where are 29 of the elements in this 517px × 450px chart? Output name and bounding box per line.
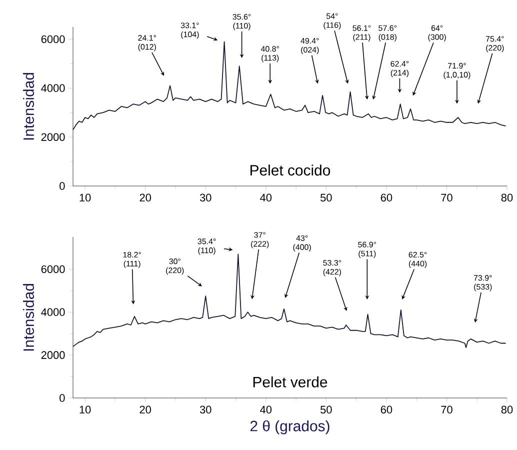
y-tick-label: 4000: [41, 84, 65, 92]
x-tick-label: 60: [380, 406, 392, 414]
y-tick-label: 2000: [41, 351, 65, 359]
x-tick-label: 80: [501, 406, 513, 414]
y-tick-label: 2000: [41, 133, 65, 141]
y-axis-title: Intensidad: [23, 284, 34, 351]
x-tick-label: 70: [441, 194, 452, 202]
text: Pelet cocido: [250, 164, 330, 176]
y-tick-label: 4000: [41, 308, 65, 316]
y-tick-label: 0: [60, 394, 65, 402]
text: Pelet verde: [253, 376, 328, 388]
x-tick-label: 70: [441, 406, 452, 414]
x-tick-label: 10: [80, 194, 91, 202]
x-tick-label: 10: [80, 406, 91, 414]
x-tick-label: 40: [260, 406, 272, 414]
x-tick-label: 80: [501, 194, 513, 202]
x-tick-label: 60: [380, 194, 392, 202]
x-tick-label: 30: [200, 406, 212, 414]
y-tick-label: 6000: [41, 265, 65, 274]
x-tick-label: 50: [320, 406, 332, 414]
y-axis-title: Intensidad: [23, 72, 34, 140]
x-tick-label: 30: [200, 194, 212, 202]
x-tick-label: 20: [140, 406, 151, 414]
x-axis-title: 2 θ (grados): [250, 420, 330, 434]
x-tick-label: 50: [320, 194, 332, 202]
y-tick-label: 6000: [41, 35, 65, 44]
y-tick-label: 0: [60, 182, 65, 190]
x-tick-label: 20: [140, 194, 151, 202]
x-tick-label: 40: [260, 194, 272, 202]
